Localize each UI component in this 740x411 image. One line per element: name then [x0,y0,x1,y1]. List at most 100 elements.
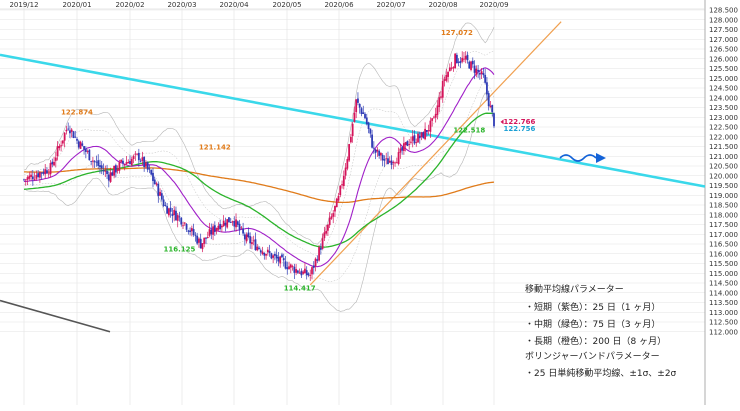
candle-body [330,216,333,219]
candle-body [194,235,197,237]
candle-body [378,150,381,156]
y-tick-label: 118.500 [709,202,738,210]
candle-body [259,250,262,253]
candle-body [459,61,462,63]
candle-body [120,159,123,162]
candle-body [162,199,165,206]
candle-body [93,160,96,162]
candle-body [470,61,472,70]
candle-body [304,268,306,274]
candle-body [61,140,64,144]
candle-body [406,141,409,146]
candle-body [243,234,246,240]
candle-body [215,228,218,232]
candle-body [30,174,32,177]
candle-body [166,206,169,214]
candle-body [344,167,347,176]
candle-body [433,116,435,118]
candle-body [461,57,464,62]
candle-body [411,136,414,141]
candle-body [155,183,158,185]
candle-body [429,120,432,132]
candle-body [171,213,174,216]
candle-body [408,144,411,145]
x-tick-label: 2020/06 [324,1,354,9]
y-tick-label: 119.500 [709,182,738,190]
candle-body [445,74,448,81]
candle-body [374,149,377,153]
candle-body [118,162,121,171]
candle-body [143,156,146,168]
candle-body [420,132,423,138]
y-tick-label: 115.000 [709,270,738,278]
candle-body [33,179,36,180]
cyan-trendline [0,53,706,188]
candle-body [192,229,195,236]
chart-grid [0,0,705,405]
candle-body [440,96,442,98]
candle-body [100,165,103,169]
y-tick-label: 114.000 [709,289,738,297]
candle-body [383,159,386,161]
candle-body [450,67,453,69]
candle-body [256,246,259,251]
price-label: 127.072 [441,29,473,37]
candle-body [137,152,140,161]
ma-short-param: ・短期（紫色）：25 日（1 ヶ月） [525,303,661,313]
candle-body [372,147,375,149]
y-tick-label: 124.500 [709,85,738,93]
candle-body [477,69,479,72]
candle-body [318,246,320,261]
candle-body [390,160,393,165]
candle-body [39,172,41,178]
candle-body [447,71,449,77]
candle-body [213,225,216,232]
x-tick-label: 2020/03 [167,1,196,9]
candle-body [402,143,405,151]
x-tick-label: 2020/04 [219,1,249,9]
candle-body [114,165,117,173]
candle-body [266,249,269,253]
candle-body [187,230,190,232]
sma25-line [23,67,495,268]
candle-body [167,208,170,216]
candle-body [74,136,77,138]
candle-body [238,223,241,230]
candle-body [475,68,478,75]
candle-body [371,134,373,148]
bb-2sigma [23,92,495,312]
candle-body [364,113,366,119]
candle-body [418,135,421,139]
candle-body [76,138,78,141]
y-tick-label: 119.000 [709,192,738,200]
candle-body [159,191,161,196]
candle-body [220,225,223,228]
x-tick-label: 2020/02 [115,1,144,9]
candle-body [84,148,87,152]
candle-body [413,135,416,144]
candle-body [482,73,485,76]
price-label: 122.518 [453,127,485,135]
candle-body [466,54,469,61]
ma-mid-param: ・中期（緑色）：75 日（3 ヶ月） [525,320,661,330]
candle-body [282,258,285,261]
candle-body [463,58,465,60]
candle-body [335,198,338,208]
candle-body [399,148,402,153]
candle-body [478,73,481,75]
candle-body [422,132,425,139]
y-tick-label: 125.000 [709,75,738,83]
y-tick-label: 126.000 [709,55,738,63]
candle-body [245,234,248,242]
candle-body [139,160,142,162]
candle-body [145,162,147,167]
candle-body [95,161,98,163]
candle-body [309,275,312,276]
candle-body [365,117,368,125]
candle-body [212,226,214,235]
candle-body [116,169,119,171]
candle-body [51,161,54,165]
candle-body [424,128,426,140]
candle-body [277,256,280,262]
candle-body [169,207,172,212]
